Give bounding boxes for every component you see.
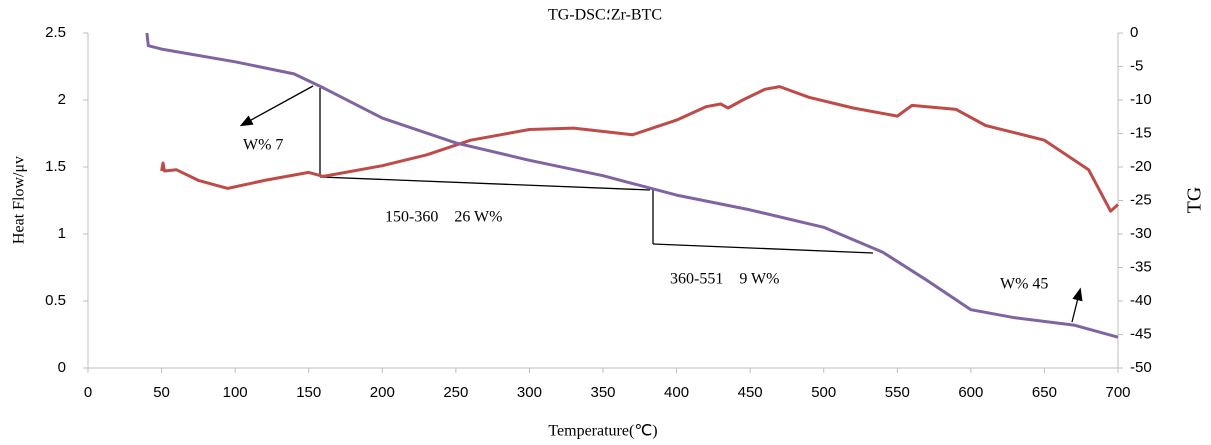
x-tick-label: 400 <box>664 384 689 401</box>
y2-tick-label: 0 <box>1130 24 1138 41</box>
y2-tick-label: -40 <box>1130 292 1152 309</box>
series-line <box>145 32 1119 339</box>
y-axis-label: Heat Flow/μv <box>11 156 28 244</box>
x-tick-label: 450 <box>738 384 763 401</box>
annotation: 360-551 9 W% <box>670 271 779 288</box>
x-tick-label: 50 <box>153 384 170 401</box>
y2-tick-label: -35 <box>1130 258 1152 275</box>
y-tick-label: 2.5 <box>45 24 66 41</box>
x-tick-label: 0 <box>84 384 92 401</box>
x-tick-label: 100 <box>223 384 248 401</box>
y-tick-label: 0.5 <box>45 292 66 309</box>
y2-tick-label: -5 <box>1130 57 1143 74</box>
y2-tick-label: -50 <box>1130 359 1152 376</box>
x-tick-label: 600 <box>958 384 983 401</box>
y2-tick-label: -20 <box>1130 158 1152 175</box>
annotation: 150-360 26 W% <box>385 209 502 226</box>
x-axis-label: Temperature(℃) <box>548 423 657 440</box>
x-tick-label: 250 <box>443 384 468 401</box>
y2-tick-label: -30 <box>1130 225 1152 242</box>
x-tick-label: 350 <box>590 384 615 401</box>
x-tick-label: 650 <box>1032 384 1057 401</box>
y-tick-label: 2 <box>58 91 66 108</box>
x-tick-label: 300 <box>517 384 542 401</box>
x-tick-label: 700 <box>1105 384 1130 401</box>
x-tick-label: 550 <box>885 384 910 401</box>
y2-axis-label: TG <box>1184 187 1206 214</box>
x-tick-label: 200 <box>370 384 395 401</box>
annotation-lines <box>239 85 1083 323</box>
annotation: W% 45 <box>1000 276 1048 293</box>
y-tick-label: 1.5 <box>45 158 66 175</box>
y2-tick-label: -25 <box>1130 191 1152 208</box>
chart-title: TG-DSC؛Zr-BTC <box>548 7 662 24</box>
x-tick-label: 500 <box>811 384 836 401</box>
annotation: W% 7 <box>243 137 283 154</box>
y2-tick-label: -45 <box>1130 325 1152 342</box>
y-tick-label: 0 <box>58 359 66 376</box>
x-tick-label: 150 <box>296 384 321 401</box>
y2-tick-label: -10 <box>1130 91 1152 108</box>
series-line <box>160 85 1120 213</box>
y-tick-label: 1 <box>58 225 66 242</box>
y2-tick-label: -15 <box>1130 124 1152 141</box>
